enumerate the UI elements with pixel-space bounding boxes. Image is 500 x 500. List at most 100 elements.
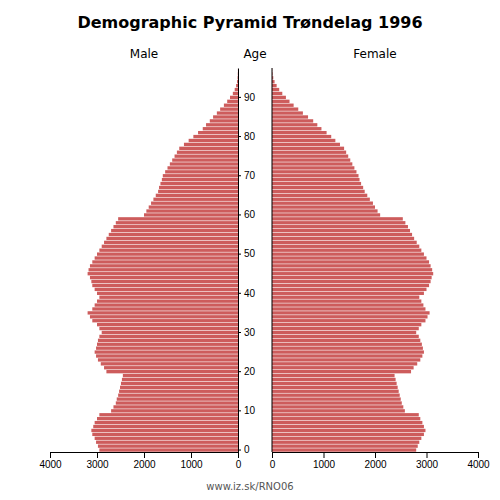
bar xyxy=(113,225,238,228)
bar xyxy=(97,343,238,346)
bar xyxy=(272,362,417,365)
bar xyxy=(99,335,238,338)
bar xyxy=(119,390,238,393)
bar xyxy=(106,237,238,240)
tick-label: 90 xyxy=(244,92,256,103)
tick-mark xyxy=(238,371,241,372)
bar xyxy=(272,147,344,150)
bar xyxy=(272,382,397,385)
bar xyxy=(95,421,238,424)
column-header: Female xyxy=(353,47,396,61)
bars-0 xyxy=(88,68,238,451)
bar xyxy=(272,111,303,114)
bar xyxy=(99,296,238,299)
tick: 0 xyxy=(238,444,250,455)
bar xyxy=(198,131,238,134)
bar xyxy=(272,178,360,181)
tick-mark xyxy=(238,332,241,333)
bar xyxy=(272,233,412,236)
tick-mark xyxy=(238,293,241,294)
column-header: Male xyxy=(130,47,158,61)
tick: 10 xyxy=(238,405,256,416)
bar xyxy=(98,339,238,342)
tick-mark xyxy=(238,254,241,255)
bar xyxy=(210,119,238,122)
bar xyxy=(98,444,238,447)
bar xyxy=(97,299,238,302)
tick-label: 20 xyxy=(244,366,256,377)
bar xyxy=(272,139,335,142)
tick-mark xyxy=(427,452,428,458)
bar xyxy=(213,115,238,118)
tick-label: 2000 xyxy=(364,459,387,470)
bar xyxy=(92,433,238,436)
bar xyxy=(272,245,419,248)
chart: 0100020003000400001000200030004000010203… xyxy=(0,0,500,500)
bar xyxy=(272,260,429,263)
bar xyxy=(95,288,238,291)
tick-mark xyxy=(238,136,241,137)
tick: 90 xyxy=(238,92,256,103)
tick-label: 40 xyxy=(244,288,256,299)
axis-line xyxy=(51,453,239,459)
bar xyxy=(272,135,331,138)
bar xyxy=(272,280,431,283)
bar xyxy=(237,68,238,71)
bar xyxy=(272,202,373,205)
bar xyxy=(104,241,238,244)
bar xyxy=(146,209,238,212)
axis-line xyxy=(273,453,479,459)
tick-mark xyxy=(144,452,145,458)
tick-mark xyxy=(50,452,51,458)
bar xyxy=(92,319,238,322)
bar xyxy=(272,249,421,252)
bar xyxy=(272,288,427,291)
tick-label: 80 xyxy=(244,131,256,142)
bar xyxy=(272,366,414,369)
bar xyxy=(272,100,290,103)
bar xyxy=(272,252,424,255)
bar xyxy=(99,413,238,416)
bar xyxy=(144,213,238,216)
bar xyxy=(101,362,238,365)
bar xyxy=(92,307,238,310)
bar xyxy=(272,92,282,95)
tick: 2000 xyxy=(133,452,156,470)
bar xyxy=(99,327,238,330)
bar xyxy=(272,119,313,122)
bar xyxy=(272,441,419,444)
bar xyxy=(92,260,238,263)
bar xyxy=(121,382,238,385)
bar xyxy=(179,147,238,150)
bar xyxy=(272,241,417,244)
bar xyxy=(272,421,422,424)
bar xyxy=(272,339,420,342)
bar xyxy=(165,170,238,173)
bar xyxy=(272,323,421,326)
bar xyxy=(206,123,238,126)
tick: 80 xyxy=(238,131,256,142)
bar xyxy=(88,272,238,275)
bar xyxy=(272,276,432,279)
bar xyxy=(156,194,238,197)
tick: 4000 xyxy=(39,452,62,470)
bar xyxy=(177,151,238,154)
bar xyxy=(272,284,429,287)
bar xyxy=(272,417,420,420)
tick-mark xyxy=(238,452,239,458)
bar xyxy=(170,162,238,165)
bar xyxy=(237,80,238,83)
bar xyxy=(272,327,419,330)
bar xyxy=(272,433,424,436)
bar xyxy=(113,405,238,408)
bar xyxy=(175,154,238,157)
bar xyxy=(272,429,425,432)
tick: 1000 xyxy=(180,452,203,470)
bar xyxy=(272,123,317,126)
tick-mark xyxy=(238,97,241,98)
tick-mark xyxy=(478,452,479,458)
tick: 20 xyxy=(238,366,256,377)
panel-edge xyxy=(272,68,273,452)
bar xyxy=(272,299,421,302)
bar xyxy=(160,182,238,185)
